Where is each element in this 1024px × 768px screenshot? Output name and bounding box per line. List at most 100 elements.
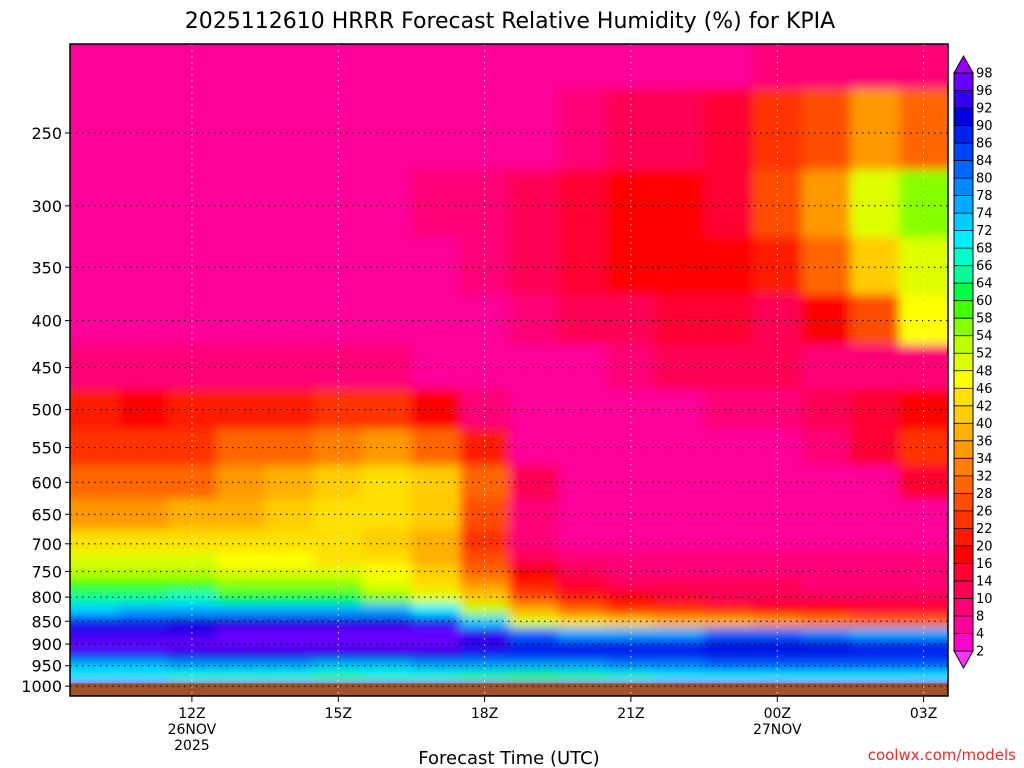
colorbar-swatch xyxy=(954,563,973,582)
rh-cell xyxy=(167,550,217,566)
colorbar-label: 32 xyxy=(976,469,993,484)
rh-cell xyxy=(850,388,900,430)
rh-cell xyxy=(265,638,315,651)
rh-cell xyxy=(167,603,217,616)
rh-cell xyxy=(606,529,656,552)
rh-cell xyxy=(216,615,266,628)
chart-title: 2025112610 HRRR Forecast Relative Humidi… xyxy=(185,9,835,34)
rh-cell xyxy=(313,169,364,238)
grid-lines xyxy=(70,44,948,696)
colorbar-swatch xyxy=(954,493,973,512)
rh-cell xyxy=(509,577,559,592)
rh-cell xyxy=(752,603,803,616)
colorbar-swatch xyxy=(954,125,973,144)
colorbar-swatch xyxy=(954,423,973,442)
rh-cell xyxy=(313,293,364,345)
rh-cell xyxy=(362,649,413,661)
rh-cell xyxy=(557,550,608,566)
rh-cell xyxy=(460,670,510,682)
rh-cell xyxy=(655,627,705,640)
rh-cell xyxy=(704,670,754,682)
rh-cell xyxy=(850,577,900,592)
rh-cell xyxy=(801,627,852,640)
colorbar-swatch xyxy=(954,405,973,424)
rh-cell xyxy=(265,88,315,170)
colorbar-swatch xyxy=(954,598,973,617)
colorbar-label: 34 xyxy=(976,452,993,467)
colorbar-label: 16 xyxy=(976,557,993,572)
y-tick-label: 500 xyxy=(31,401,62,420)
colorbar-swatch xyxy=(954,388,973,407)
colorbar-swatch xyxy=(954,370,973,389)
rh-cell xyxy=(362,529,413,552)
colorbar-swatch xyxy=(954,528,973,547)
rh-cell xyxy=(118,236,169,295)
rh-cell xyxy=(167,344,217,390)
y-tick-label: 750 xyxy=(31,562,62,581)
rh-cell xyxy=(704,293,754,345)
rh-cell xyxy=(850,344,900,390)
colorbar-swatch xyxy=(954,230,973,249)
rh-cell xyxy=(265,388,315,430)
rh-cell xyxy=(167,169,217,238)
colorbar-swatch xyxy=(954,248,973,266)
colorbar-label: 60 xyxy=(976,294,993,309)
rh-cell xyxy=(655,465,705,499)
rh-cell xyxy=(655,293,705,345)
rh-cell xyxy=(411,529,461,552)
colorbar-swatch xyxy=(954,265,973,284)
rh-cell xyxy=(411,293,461,345)
colorbar-swatch xyxy=(954,545,973,564)
rh-cell xyxy=(752,344,803,390)
rh-cell xyxy=(655,590,705,604)
colorbar-label: 2 xyxy=(976,645,984,660)
rh-cell xyxy=(216,670,266,682)
rh-cell xyxy=(167,44,217,90)
rh-cell xyxy=(850,603,900,616)
rh-cell xyxy=(70,577,120,592)
rh-cell xyxy=(216,428,266,466)
rh-cell xyxy=(899,529,948,552)
colorbar-label: 68 xyxy=(976,242,993,257)
rh-cell xyxy=(704,660,754,672)
rh-cell xyxy=(70,169,120,238)
rh-cell xyxy=(704,529,754,552)
rh-cell xyxy=(216,169,266,238)
x-tick-label: 03Z xyxy=(910,706,937,722)
colorbar-swatch xyxy=(954,160,973,179)
rh-cell xyxy=(850,44,900,90)
colorbar-label: 58 xyxy=(976,312,993,327)
rh-cell xyxy=(557,498,608,530)
colorbar-label: 42 xyxy=(976,399,993,414)
rh-cell xyxy=(265,236,315,295)
x-tick-label: 12Z xyxy=(178,706,205,722)
colorbar-label: 96 xyxy=(976,84,993,99)
rh-cell xyxy=(655,615,705,628)
rh-cell xyxy=(313,649,364,661)
y-tick-label: 800 xyxy=(31,588,62,607)
colorbar-label: 54 xyxy=(976,329,993,344)
rh-cell xyxy=(70,236,120,295)
rh-cell xyxy=(216,603,266,616)
rh-cell xyxy=(118,550,169,566)
rh-cell xyxy=(606,564,656,579)
colorbar-label: 46 xyxy=(976,382,993,397)
rh-cell xyxy=(704,649,754,661)
rh-cell xyxy=(655,344,705,390)
rh-cell xyxy=(118,344,169,390)
rh-cell xyxy=(704,88,754,170)
rh-cell xyxy=(557,603,608,616)
rh-cell xyxy=(557,529,608,552)
y-tick-label: 450 xyxy=(31,359,62,378)
rh-cell xyxy=(70,88,120,170)
rh-cell xyxy=(752,564,803,579)
colorbar-label: 4 xyxy=(976,627,984,642)
rh-cell xyxy=(752,236,803,295)
rh-cell xyxy=(118,88,169,170)
rh-cell xyxy=(411,577,461,592)
x-tick-label: 15Z xyxy=(325,706,352,722)
rh-cell xyxy=(752,529,803,552)
rh-cell xyxy=(509,236,559,295)
rh-cell xyxy=(801,550,852,566)
rh-cell xyxy=(801,529,852,552)
